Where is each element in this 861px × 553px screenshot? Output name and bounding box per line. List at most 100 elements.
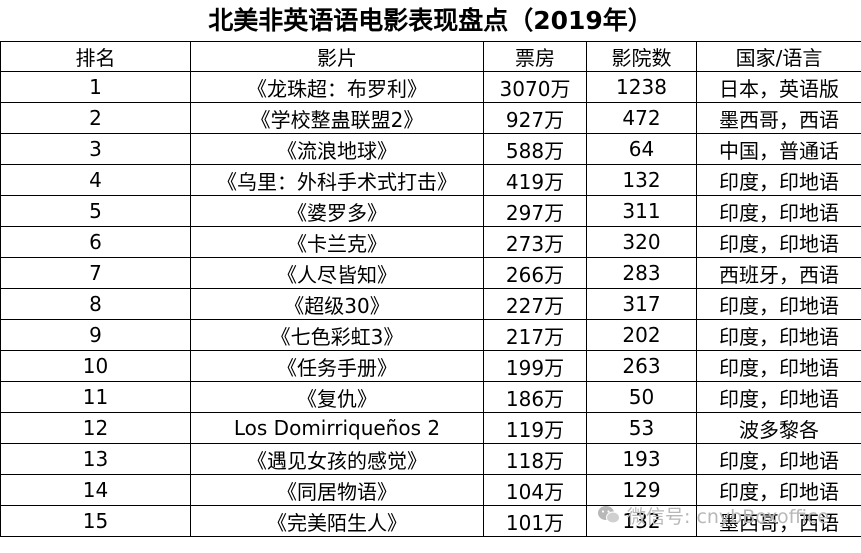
theaters-cell: 132 — [586, 164, 697, 196]
country-language-cell: 墨西哥，西语 — [696, 505, 861, 537]
box-office-cell: 119万 — [483, 412, 587, 444]
table-row: 14 《同居物语》 104万 129 印度，印地语 — [0, 474, 861, 506]
film-cell: 《复仇》 — [190, 381, 484, 413]
box-office-cell: 217万 — [483, 319, 587, 351]
rank-cell: 6 — [0, 226, 191, 258]
box-office-cell: 199万 — [483, 350, 587, 382]
film-cell: 《遇见女孩的感觉》 — [190, 443, 484, 475]
theaters-cell: 472 — [586, 102, 697, 134]
table-row: 7 《人尽皆知》 266万 283 西班牙，西语 — [0, 257, 861, 289]
theaters-cell: 64 — [586, 133, 697, 165]
table-row: 8 《超级30》 227万 317 印度，印地语 — [0, 288, 861, 320]
box-office-cell: 266万 — [483, 257, 587, 289]
theaters-cell: 1238 — [586, 71, 697, 103]
table-row: 1 《龙珠超：布罗利》 3070万 1238 日本，英语版 — [0, 71, 861, 103]
rank-cell: 10 — [0, 350, 191, 382]
rank-cell: 8 — [0, 288, 191, 320]
table-row: 15 《完美陌生人》 101万 132 墨西哥，西语 — [0, 505, 861, 537]
film-cell: 《龙珠超：布罗利》 — [190, 71, 484, 103]
film-cell: 《任务手册》 — [190, 350, 484, 382]
theaters-cell: 320 — [586, 226, 697, 258]
theaters-cell: 317 — [586, 288, 697, 320]
rank-cell: 4 — [0, 164, 191, 196]
rank-cell: 13 — [0, 443, 191, 475]
box-office-cell: 104万 — [483, 474, 587, 506]
box-office-cell: 419万 — [483, 164, 587, 196]
table-row: 3 《流浪地球》 588万 64 中国，普通话 — [0, 133, 861, 165]
country-language-cell: 印度，印地语 — [696, 443, 861, 475]
country-language-cell: 印度，印地语 — [696, 288, 861, 320]
sheet-title: 北美非英语语电影表现盘点（2019年） — [0, 0, 861, 42]
table-row: 5 《婆罗多》 297万 311 印度，印地语 — [0, 195, 861, 227]
country-language-cell: 西班牙，西语 — [696, 257, 861, 289]
film-cell: 《卡兰克》 — [190, 226, 484, 258]
film-cell: 《人尽皆知》 — [190, 257, 484, 289]
theaters-cell: 263 — [586, 350, 697, 382]
rank-cell: 12 — [0, 412, 191, 444]
rank-cell: 1 — [0, 71, 191, 103]
header-rank: 排名 — [0, 41, 191, 72]
box-office-cell: 101万 — [483, 505, 587, 537]
box-office-cell: 186万 — [483, 381, 587, 413]
table-row: 13 《遇见女孩的感觉》 118万 193 印度，印地语 — [0, 443, 861, 475]
film-cell: 《学校整蛊联盟2》 — [190, 102, 484, 134]
country-language-cell: 中国，普通话 — [696, 133, 861, 165]
header-theaters: 影院数 — [586, 41, 697, 72]
box-office-cell: 118万 — [483, 443, 587, 475]
film-cell: 《婆罗多》 — [190, 195, 484, 227]
country-language-cell: 印度，印地语 — [696, 164, 861, 196]
rank-cell: 14 — [0, 474, 191, 506]
rank-cell: 3 — [0, 133, 191, 165]
film-cell: 《乌里：外科手术式打击》 — [190, 164, 484, 196]
table-row: 6 《卡兰克》 273万 320 印度，印地语 — [0, 226, 861, 258]
box-office-cell: 927万 — [483, 102, 587, 134]
theaters-cell: 50 — [586, 381, 697, 413]
table-row: 11 《复仇》 186万 50 印度，印地语 — [0, 381, 861, 413]
theaters-cell: 283 — [586, 257, 697, 289]
country-language-cell: 印度，印地语 — [696, 195, 861, 227]
theaters-cell: 193 — [586, 443, 697, 475]
theaters-cell: 202 — [586, 319, 697, 351]
country-language-cell: 日本，英语版 — [696, 71, 861, 103]
country-language-cell: 印度，印地语 — [696, 381, 861, 413]
theaters-cell: 132 — [586, 505, 697, 537]
theaters-cell: 53 — [586, 412, 697, 444]
country-language-cell: 波多黎各 — [696, 412, 861, 444]
theaters-cell: 129 — [586, 474, 697, 506]
film-cell: 《七色彩虹3》 — [190, 319, 484, 351]
header-country-language: 国家/语言 — [696, 41, 861, 72]
rank-cell: 11 — [0, 381, 191, 413]
country-language-cell: 印度，印地语 — [696, 350, 861, 382]
box-office-cell: 297万 — [483, 195, 587, 227]
box-office-cell: 273万 — [483, 226, 587, 258]
ranking-table: 排名 影片 票房 影院数 国家/语言 1 《龙珠超：布罗利》 3070万 1238 日本… — [0, 41, 861, 537]
film-cell: 《同居物语》 — [190, 474, 484, 506]
theaters-cell: 311 — [586, 195, 697, 227]
table-row: 4 《乌里：外科手术式打击》 419万 132 印度，印地语 — [0, 164, 861, 196]
rank-cell: 5 — [0, 195, 191, 227]
table-row: 2 《学校整蛊联盟2》 927万 472 墨西哥，西语 — [0, 102, 861, 134]
header-row: 排名 影片 票房 影院数 国家/语言 — [0, 41, 861, 72]
box-office-cell: 227万 — [483, 288, 587, 320]
rank-cell: 15 — [0, 505, 191, 537]
film-cell: 《完美陌生人》 — [190, 505, 484, 537]
rank-cell: 7 — [0, 257, 191, 289]
header-box-office: 票房 — [483, 41, 587, 72]
country-language-cell: 印度，印地语 — [696, 319, 861, 351]
header-film: 影片 — [190, 41, 484, 72]
country-language-cell: 墨西哥，西语 — [696, 102, 861, 134]
country-language-cell: 印度，印地语 — [696, 474, 861, 506]
table-body: 1 《龙珠超：布罗利》 3070万 1238 日本，英语版 2 《学校整蛊联盟2》 927万 4… — [0, 71, 861, 537]
film-cell: 《流浪地球》 — [190, 133, 484, 165]
box-office-cell: 3070万 — [483, 71, 587, 103]
table-row: 12 Los Domirriqueños 2 119万 53 波多黎各 — [0, 412, 861, 444]
table-row: 9 《七色彩虹3》 217万 202 印度，印地语 — [0, 319, 861, 351]
rank-cell: 9 — [0, 319, 191, 351]
film-cell: Los Domirriqueños 2 — [190, 412, 484, 444]
rank-cell: 2 — [0, 102, 191, 134]
country-language-cell: 印度，印地语 — [696, 226, 861, 258]
table-row: 10 《任务手册》 199万 263 印度，印地语 — [0, 350, 861, 382]
film-cell: 《超级30》 — [190, 288, 484, 320]
box-office-cell: 588万 — [483, 133, 587, 165]
